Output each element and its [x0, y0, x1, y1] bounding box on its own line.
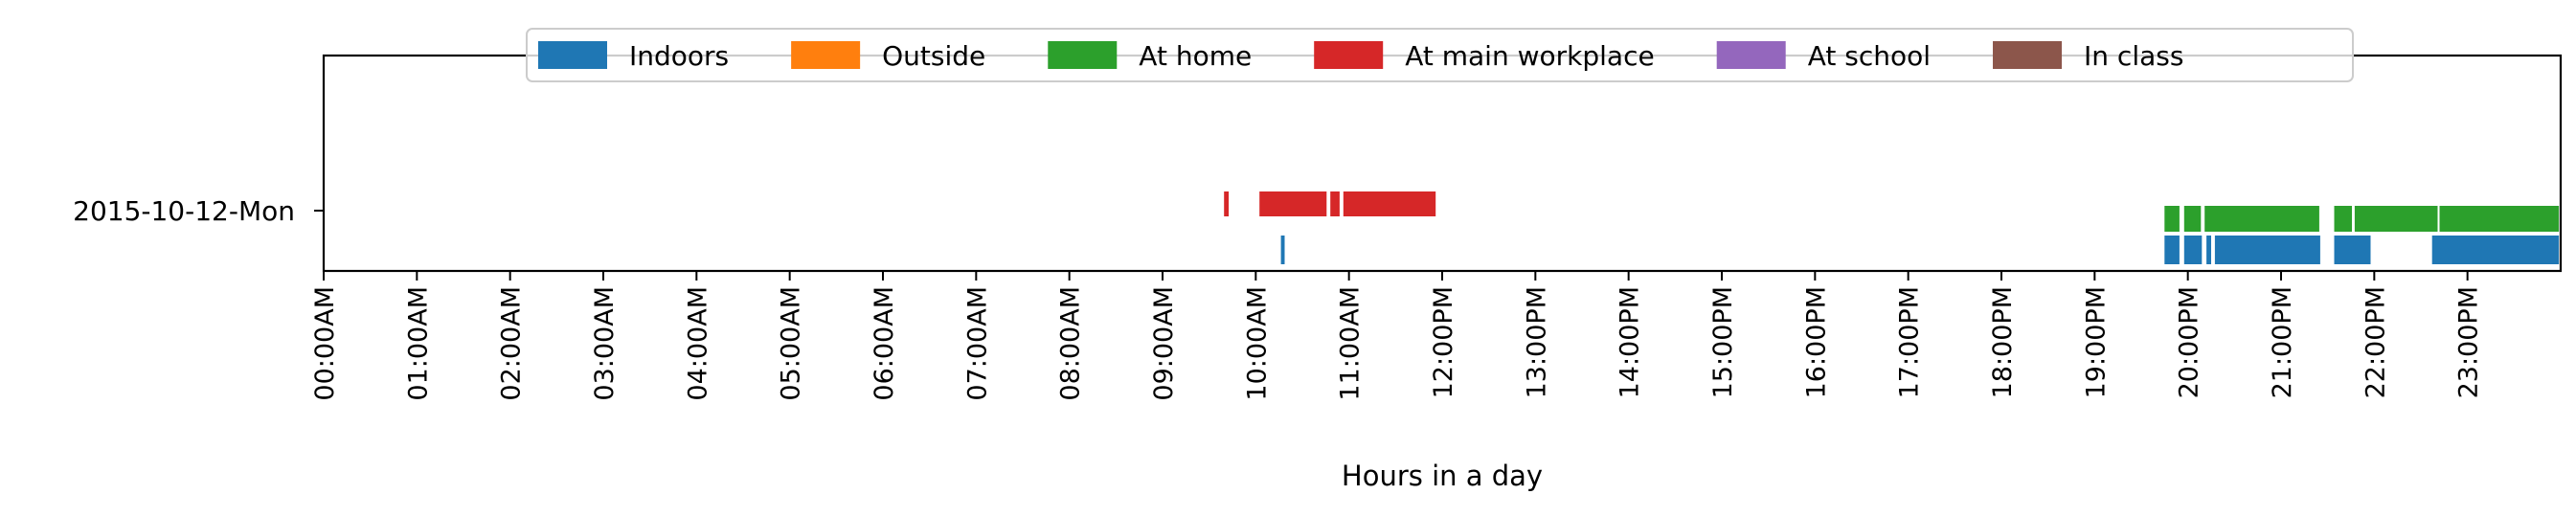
bar-at-home-0	[2164, 206, 2180, 232]
legend: Indoors Outside At home At main workplace At…	[526, 28, 2354, 82]
x-tick-label-7: 07:00AM	[962, 286, 992, 401]
x-tick-label-4: 04:00AM	[683, 286, 712, 401]
legend-label-outside: Outside	[882, 40, 985, 72]
bar-at-home-3	[2334, 206, 2352, 232]
bar-at-main-workplace-0	[1224, 191, 1230, 216]
x-tick-label-0: 00:00AM	[310, 286, 340, 401]
bar-at-home-1	[2183, 206, 2202, 232]
bar-at-home-5	[2439, 206, 2560, 232]
x-tick-label-11: 11:00AM	[1336, 286, 1366, 401]
x-tick-label-8: 08:00AM	[1056, 286, 1086, 401]
bar-indoors-4	[2214, 236, 2320, 264]
x-tick-label-15: 15:00PM	[1708, 286, 1738, 398]
x-tick-label-17: 17:00PM	[1895, 286, 1925, 398]
legend-label-indoors: Indoors	[629, 40, 729, 72]
x-tick-label-12: 12:00PM	[1429, 286, 1458, 398]
x-axis: 00:00AM 01:00AM 02:00AM 03:00AM 04:00AM 05:00…	[310, 271, 2484, 401]
x-tick-label-19: 19:00PM	[2081, 286, 2111, 398]
x-tick-label-22: 22:00PM	[2361, 286, 2390, 398]
legend-swatch-at-main-workplace	[1314, 41, 1384, 69]
x-tick-label-21: 21:00PM	[2268, 286, 2297, 398]
y-tick-label-0: 2015-10-12-Mon	[73, 195, 295, 227]
bar-indoors-0	[1280, 236, 1285, 264]
y-axis: 2015-10-12-Mon	[73, 195, 324, 227]
legend-swatch-at-school	[1716, 41, 1786, 69]
bar-at-home-2	[2204, 206, 2319, 232]
legend-label-at-home: At home	[1139, 40, 1252, 72]
x-tick-label-2: 02:00AM	[497, 286, 527, 401]
x-tick-label-18: 18:00PM	[1988, 286, 2018, 398]
x-tick-label-10: 10:00AM	[1242, 286, 1272, 401]
x-tick-label-23: 23:00PM	[2454, 286, 2484, 398]
bar-indoors-6	[2431, 236, 2560, 264]
x-tick-label-6: 06:00AM	[870, 286, 899, 401]
legend-swatch-at-home	[1048, 41, 1118, 69]
bar-at-main-workplace-3	[1343, 191, 1436, 216]
x-tick-label-14: 14:00PM	[1616, 286, 1645, 398]
bar-indoors-5	[2334, 236, 2371, 264]
x-tick-label-3: 03:00AM	[590, 286, 620, 401]
legend-label-in-class: In class	[2084, 40, 2183, 72]
legend-swatch-outside	[791, 41, 861, 69]
legend-swatch-in-class	[1993, 41, 2063, 69]
x-tick-label-5: 05:00AM	[777, 286, 806, 401]
x-tick-label-13: 13:00PM	[1522, 286, 1551, 398]
x-tick-label-1: 01:00AM	[403, 286, 433, 401]
bar-indoors-3	[2206, 236, 2211, 264]
x-tick-label-20: 20:00PM	[2175, 286, 2204, 398]
legend-label-at-main-workplace: At main workplace	[1405, 40, 1655, 72]
bars-layer	[1224, 191, 2560, 264]
bar-indoors-1	[2164, 236, 2180, 264]
x-axis-title: Hours in a day	[1342, 460, 1543, 492]
bar-at-home-4	[2354, 206, 2438, 232]
legend-frame	[526, 28, 2354, 82]
bar-at-main-workplace-1	[1259, 191, 1327, 216]
legend-label-at-school: At school	[1808, 40, 1931, 72]
bar-at-main-workplace-2	[1330, 191, 1340, 216]
x-tick-label-9: 09:00AM	[1149, 286, 1179, 401]
legend-swatch-indoors	[538, 41, 607, 69]
bar-indoors-2	[2183, 236, 2203, 264]
x-tick-label-16: 16:00PM	[1801, 286, 1831, 398]
